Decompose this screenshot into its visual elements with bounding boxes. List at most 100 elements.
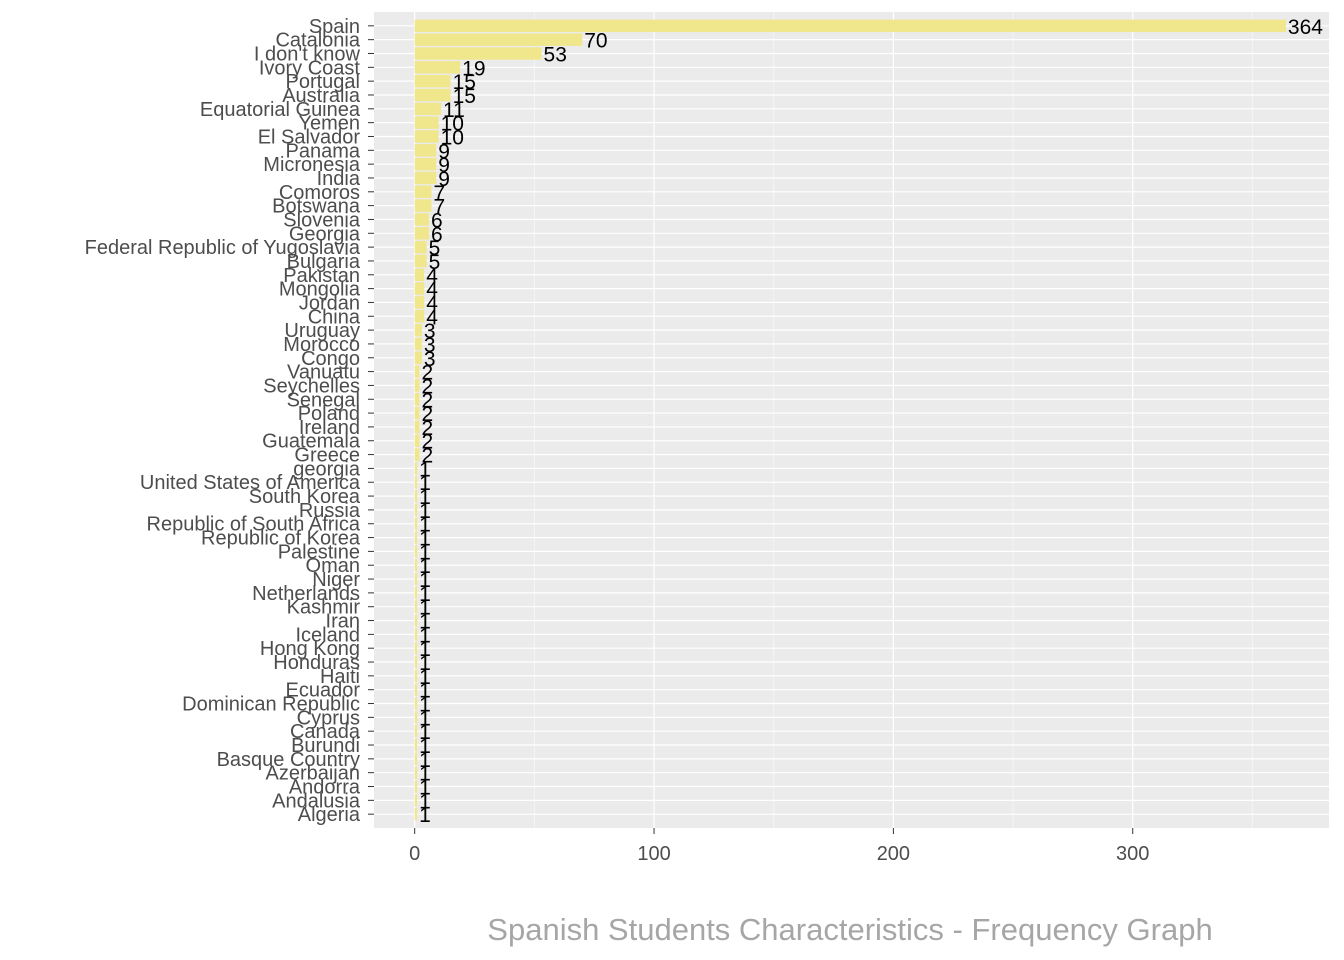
y-tick-label: China — [308, 306, 361, 328]
y-tick-label: I don't know — [254, 43, 361, 65]
y-tick-label: Azerbaijan — [265, 763, 360, 785]
data-label: 11 — [443, 99, 465, 122]
y-tick-label: Kashmir — [287, 597, 361, 619]
y-tick-label: El Salvador — [258, 126, 361, 148]
y-tick-label: Australia — [282, 85, 361, 107]
bar — [414, 323, 422, 337]
y-tick-label: Spain — [309, 16, 360, 38]
bar — [414, 19, 1286, 33]
y-tick-label: Republic of South Africa — [147, 514, 361, 536]
y-tick-label: Niger — [312, 569, 360, 591]
y-tick-label: Canada — [290, 721, 361, 743]
data-label: 1 — [419, 790, 431, 813]
bar — [414, 393, 420, 406]
bar — [414, 240, 427, 254]
bar — [414, 102, 442, 116]
data-label: 1 — [419, 624, 431, 647]
y-tick-label: Catalonia — [275, 30, 360, 52]
data-label: 2 — [421, 362, 433, 385]
minor-gridlines — [533, 12, 1253, 828]
bar — [414, 171, 437, 185]
bar — [414, 600, 418, 613]
data-label: 1 — [419, 666, 431, 689]
bar — [414, 545, 418, 558]
bar — [414, 794, 418, 807]
bar — [414, 268, 425, 282]
y-tick-label: India — [317, 168, 361, 190]
y-tick-label: Seychelles — [263, 375, 360, 397]
bar — [414, 227, 430, 240]
data-label: 6 — [431, 209, 443, 232]
y-tick-label: Iran — [326, 611, 360, 633]
data-label: 1 — [419, 458, 431, 481]
y-tick-label: Cyprus — [297, 707, 360, 729]
y-tick-label: Micronesia — [263, 154, 361, 176]
data-label: 19 — [462, 57, 485, 80]
bar — [414, 724, 418, 738]
data-label: 1 — [419, 472, 431, 495]
y-tick-label: Congo — [301, 348, 360, 370]
data-label: 2 — [421, 431, 433, 454]
bar — [414, 351, 422, 364]
bar — [414, 489, 418, 503]
x-tick-label: 100 — [637, 843, 670, 865]
y-tick-label: Greece — [294, 445, 360, 467]
y-tick-label: Panama — [286, 140, 361, 162]
data-label: 364 — [1288, 16, 1323, 39]
y-tick-label: Ireland — [299, 417, 360, 439]
bar — [414, 586, 418, 600]
y-tick-label: Andalusia — [272, 790, 361, 812]
y-tick-label: Senegal — [287, 389, 360, 411]
x-tick-label: 0 — [409, 843, 420, 865]
bar — [414, 47, 542, 60]
bar — [414, 628, 418, 641]
bar — [414, 752, 418, 766]
data-label: 4 — [426, 279, 438, 302]
y-tick-label: Iceland — [296, 624, 361, 646]
bar — [414, 669, 418, 683]
bar — [414, 88, 451, 102]
bar — [414, 655, 418, 669]
y-tick-label: Basque Country — [217, 749, 360, 771]
data-label: 1 — [419, 652, 431, 675]
data-label: 5 — [429, 237, 441, 260]
bar — [414, 282, 425, 295]
bar — [414, 448, 420, 461]
data-label: 1 — [419, 749, 431, 772]
bar — [414, 379, 420, 392]
y-tick-label: Andorra — [289, 777, 361, 799]
bar — [414, 365, 420, 378]
data-label: 2 — [421, 403, 433, 426]
data-label: 7 — [433, 182, 445, 205]
bar — [414, 683, 418, 696]
y-tick-label: Uruguay — [284, 320, 360, 342]
bar — [414, 503, 418, 517]
data-label: 6 — [431, 223, 443, 246]
data-label: 15 — [453, 85, 476, 108]
bar — [414, 74, 451, 88]
bar — [414, 766, 418, 779]
y-tick-label: Guatemala — [262, 431, 361, 453]
data-label: 70 — [584, 30, 607, 53]
data-label: 2 — [421, 417, 433, 440]
x-tick-label: 300 — [1116, 843, 1149, 865]
data-label: 1 — [419, 694, 431, 717]
chart-caption: Spanish Students Characteristics - Frequ… — [487, 912, 1212, 947]
x-tick-label: 200 — [877, 843, 910, 865]
x-axis: 0 100 200 300 — [409, 828, 1149, 865]
data-label: 4 — [426, 292, 438, 315]
bar — [414, 185, 432, 199]
bar — [414, 310, 425, 323]
y-tick-label: Bulgaria — [287, 251, 361, 273]
y-tick-label: South Korea — [249, 486, 361, 508]
data-label: 1 — [419, 569, 431, 592]
bar — [414, 61, 461, 74]
y-tick-label: Georgia — [289, 223, 361, 245]
y-tick-label: Netherlands — [252, 583, 360, 605]
bar — [414, 213, 430, 226]
y-tick-label: Mongolia — [279, 279, 361, 301]
data-label: 1 — [419, 611, 431, 634]
y-tick-label: Honduras — [273, 652, 360, 674]
